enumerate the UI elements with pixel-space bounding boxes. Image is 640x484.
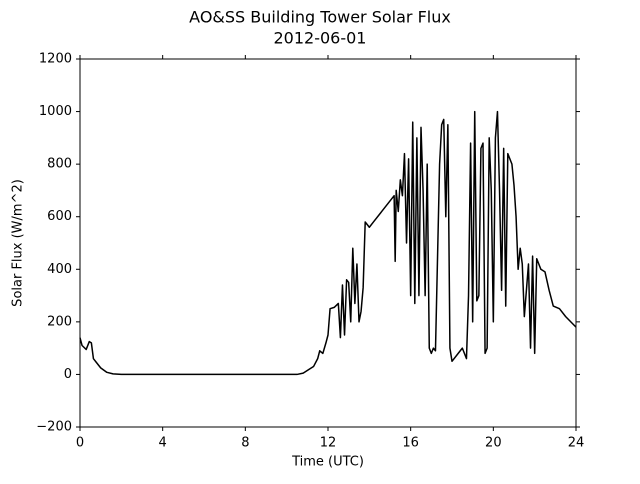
y-tick-label: 0 (64, 367, 72, 382)
y-tick-label: 800 (47, 157, 72, 172)
y-tick-label: 1200 (39, 52, 72, 67)
y-tick-label: 600 (47, 209, 72, 224)
chart-subtitle: 2012-06-01 (274, 29, 367, 48)
y-axis-label: Solar Flux (W/m^2) (11, 179, 26, 307)
x-tick-label: 24 (568, 436, 585, 451)
x-tick-label: 0 (76, 436, 84, 451)
y-tick-label: −200 (36, 420, 72, 435)
x-tick-label: 4 (159, 436, 167, 451)
chart-title: AO&SS Building Tower Solar Flux (189, 8, 451, 27)
x-tick-label: 8 (241, 436, 249, 451)
plot-frame (79, 58, 577, 428)
y-tick-label: 200 (47, 314, 72, 329)
data-line (79, 110, 577, 376)
x-tick-label: 16 (402, 436, 419, 451)
x-tick-label: 12 (320, 436, 337, 451)
x-tick-label: 20 (485, 436, 502, 451)
x-axis-label: Time (UTC) (291, 455, 364, 470)
y-tick-label: 400 (47, 262, 72, 277)
y-tick-label: 1000 (39, 104, 72, 119)
